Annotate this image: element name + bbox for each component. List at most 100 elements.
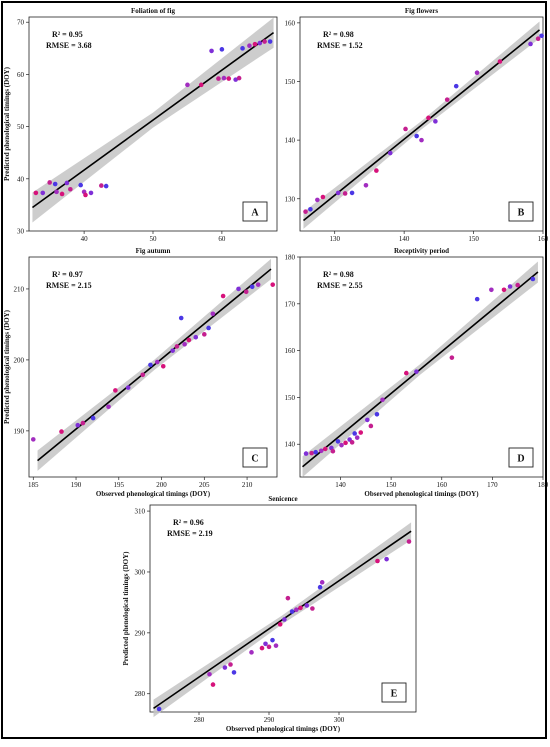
data-point (474, 70, 480, 75)
data-point (315, 197, 320, 203)
data-point (243, 289, 249, 295)
data-point (267, 39, 273, 44)
rmse-label: RMSE = 3.68 (46, 41, 92, 50)
data-point (282, 617, 287, 622)
data-point (236, 75, 242, 81)
data-point (349, 440, 355, 445)
data-point (193, 334, 199, 340)
y-tick-label: 200 (14, 356, 25, 364)
panel-e: Senicence 280 290 300 280 290 300 310 R² = 0.96 R… (122, 495, 417, 733)
r-squared-label: R² = 0.97 (52, 270, 83, 279)
data-point (449, 355, 455, 360)
x-tick-label: 185 (28, 481, 39, 489)
data-point (375, 558, 380, 564)
plot-frame (149, 504, 417, 713)
y-tick-label: 70 (17, 19, 25, 27)
x-tick-label: 290 (264, 716, 275, 724)
data-point (358, 430, 364, 435)
panel-label-box (508, 447, 534, 468)
data-point (317, 584, 323, 590)
data-point (277, 622, 283, 627)
data-point (59, 429, 64, 434)
data-point (210, 682, 216, 687)
data-point (252, 41, 258, 47)
data-point (507, 284, 513, 289)
data-point (113, 388, 118, 393)
panel-c: Fig autumn 185 190 195 200 205 210 190 200 210 R² … (3, 247, 278, 498)
data-point (318, 448, 324, 454)
data-point (99, 183, 104, 188)
data-point (419, 137, 424, 143)
panel-title: Fig autumn (136, 247, 171, 255)
data-point (368, 423, 374, 429)
panel-b: Fig flowers 130 140 150 160 130 140 150 160 R² = … (285, 7, 549, 243)
data-point (515, 282, 520, 288)
data-point (320, 194, 326, 200)
x-tick-label: 190 (71, 481, 82, 489)
data-points (303, 276, 536, 456)
x-tick-label: 140 (335, 481, 346, 489)
data-point (474, 296, 480, 302)
data-point (363, 182, 369, 188)
data-point (349, 190, 355, 196)
panel-label-box (242, 447, 268, 468)
y-tick-label: 50 (17, 123, 25, 131)
x-tick-label: 200 (156, 481, 167, 489)
data-point (310, 606, 315, 611)
y-tick-label: 290 (135, 629, 146, 637)
data-point (335, 190, 341, 196)
plot-frame (28, 256, 278, 478)
data-point (352, 431, 357, 436)
y-tick-label: 300 (135, 568, 146, 576)
x-tick-label: 60 (218, 235, 226, 243)
data-point (83, 192, 88, 198)
data-point (233, 77, 238, 82)
data-point (226, 76, 232, 81)
data-point (270, 282, 276, 287)
panel-title: Fig flowers (405, 7, 439, 15)
data-point (222, 665, 228, 670)
x-tick-label: 280 (194, 716, 205, 724)
panel-title: Foliation of fig (131, 7, 175, 15)
x-tick-label: 130 (329, 235, 340, 243)
x-tick-label: 160 (538, 235, 549, 243)
data-point (255, 282, 261, 287)
data-point (489, 287, 494, 293)
data-point (335, 439, 341, 444)
x-tick-label: 50 (150, 235, 158, 243)
data-point (387, 150, 393, 156)
data-point (535, 36, 541, 41)
data-point (75, 422, 81, 428)
data-point (185, 82, 190, 88)
data-points (303, 33, 544, 214)
data-point (88, 190, 94, 196)
panel-label-box (381, 682, 407, 703)
y-tick-label: 150 (285, 394, 296, 402)
data-point (303, 209, 308, 214)
data-point (206, 325, 211, 331)
rmse-label: RMSE = 2.55 (317, 281, 363, 290)
data-point (207, 671, 212, 677)
y-axis-label: Predicted phenological timings (DOY) (3, 66, 11, 181)
data-point (160, 363, 166, 369)
data-point (380, 397, 385, 403)
data-point (403, 126, 408, 132)
y-tick-label: 40 (17, 175, 25, 183)
x-tick-label: 205 (199, 481, 210, 489)
data-point (406, 539, 412, 544)
data-point (186, 337, 192, 343)
panel-title: Receptivity period (394, 247, 449, 255)
data-point (249, 650, 254, 655)
data-point (40, 190, 46, 196)
x-tick-label: 300 (334, 716, 345, 724)
data-point (154, 359, 160, 365)
panel-d: Receptivity period 140 150 160 170 180 140 150 1… (285, 247, 549, 498)
data-point (231, 670, 237, 675)
panel-label: C (251, 454, 258, 465)
data-point (80, 420, 86, 426)
data-point (374, 411, 380, 417)
data-point (453, 83, 459, 89)
data-point (202, 332, 207, 337)
x-tick-label: 150 (386, 481, 397, 489)
